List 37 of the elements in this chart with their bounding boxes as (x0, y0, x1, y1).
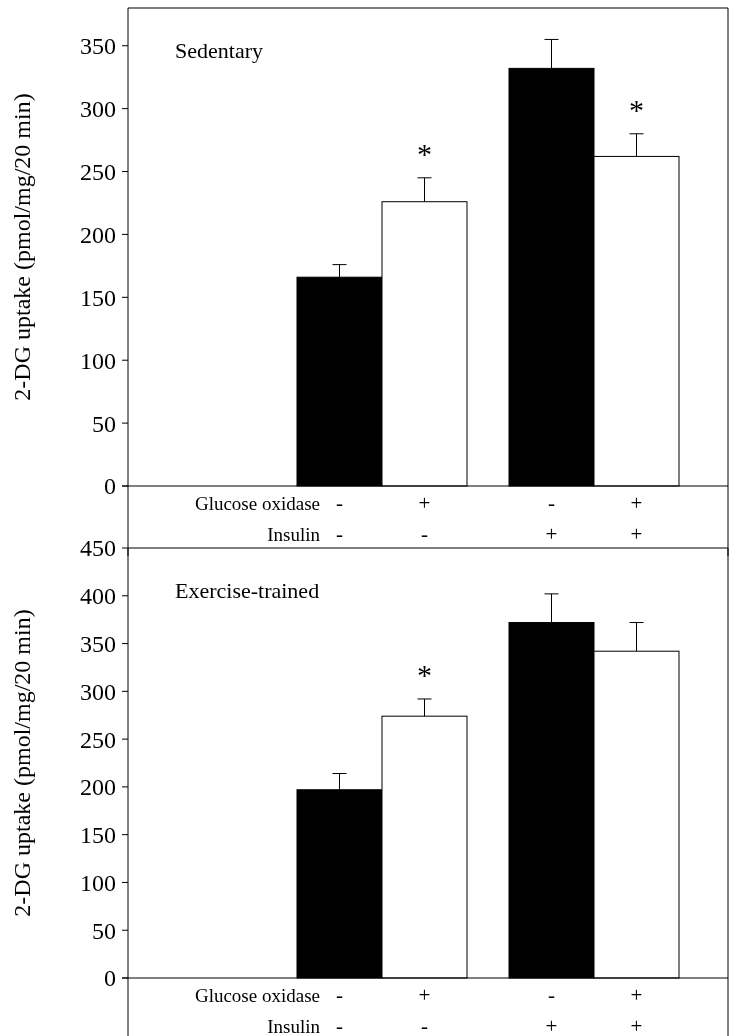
x-tick-label: - - (336, 983, 343, 1036)
y-tick-label: 50 (92, 410, 116, 437)
text: Insulin (267, 524, 321, 545)
x-tick-label: + + (630, 491, 643, 546)
y-tick-label: 300 (80, 678, 116, 705)
text: Glucose oxidase (194, 985, 320, 1006)
y-tick-label: 50 (92, 917, 116, 944)
y-axis-title: 2-DG uptake (pmol/mg/20 min) (9, 93, 35, 401)
y-tick-label: 400 (80, 583, 116, 610)
text: Sedentary (175, 38, 263, 63)
y-tick-label: 200 (80, 774, 116, 801)
y-tick-label: 300 (80, 96, 116, 123)
data-label: * (629, 92, 644, 126)
y-tick-label: 150 (80, 822, 116, 849)
x-tick-label: + - (418, 491, 431, 546)
y-tick-label: 100 (80, 869, 116, 896)
y-tick-label: 150 (80, 284, 116, 311)
y-tick-label: 0 (104, 473, 116, 500)
x-tick-label: - + (545, 983, 558, 1036)
text: Exercise-trained (175, 578, 320, 603)
text: Insulin (267, 1016, 321, 1036)
y-tick-label: 350 (80, 630, 116, 657)
data-label: * (417, 657, 432, 691)
x-tick-label: + + (630, 983, 643, 1036)
x-tick-label: - + (545, 491, 558, 546)
y-tick-label: 250 (80, 158, 116, 185)
y-tick-label: 200 (80, 221, 116, 248)
y-tick-label: 0 (104, 965, 116, 992)
y-tick-label: 250 (80, 726, 116, 753)
y-axis-title: 2-DG uptake (pmol/mg/20 min) (9, 609, 35, 917)
x-tick-label: - - (336, 491, 343, 546)
data-label: * (417, 136, 432, 170)
text: Glucose oxidase (194, 493, 320, 514)
x-tick-label: + - (418, 983, 431, 1036)
y-tick-label: 100 (80, 347, 116, 374)
y-tick-label: 350 (80, 33, 116, 60)
y-tick-label: 450 (80, 535, 116, 562)
